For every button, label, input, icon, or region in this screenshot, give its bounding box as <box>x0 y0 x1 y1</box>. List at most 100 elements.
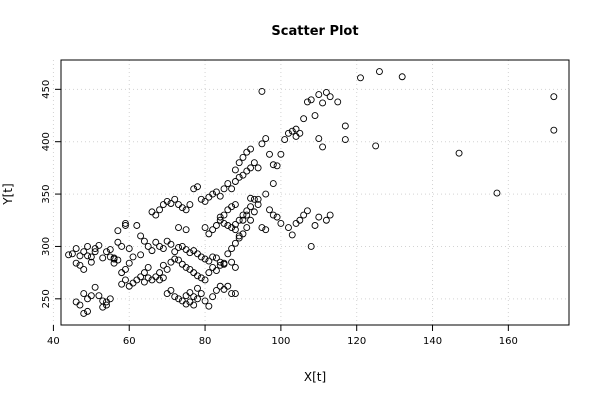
data-point <box>247 203 255 211</box>
data-point <box>175 244 182 251</box>
data-point <box>140 237 148 245</box>
data-point <box>212 286 220 294</box>
data-point <box>315 135 323 143</box>
data-point <box>182 226 190 234</box>
data-point <box>182 300 190 308</box>
data-point <box>84 252 91 260</box>
y-tick-label: 450 <box>41 80 52 99</box>
data-point <box>231 263 239 271</box>
data-point <box>288 127 296 135</box>
data-point <box>269 161 277 169</box>
x-tick-label: 160 <box>499 336 518 347</box>
y-tick-label: 350 <box>41 185 52 204</box>
data-point <box>334 98 342 106</box>
data-point <box>125 259 133 267</box>
data-point <box>182 206 190 214</box>
data-point <box>99 254 107 262</box>
data-point <box>239 216 247 224</box>
data-point <box>220 259 228 267</box>
data-point <box>224 282 232 290</box>
data-point <box>209 226 217 234</box>
data-point <box>163 266 171 273</box>
data-point <box>175 201 182 208</box>
data-point <box>292 125 300 133</box>
data-point <box>228 258 236 266</box>
data-point <box>148 208 156 216</box>
data-point <box>137 273 145 281</box>
data-point <box>72 259 80 267</box>
data-point <box>243 211 251 219</box>
data-point <box>266 206 273 214</box>
data-point <box>125 245 133 252</box>
data-point <box>194 295 201 303</box>
data-point <box>375 68 383 75</box>
data-point <box>319 143 327 151</box>
data-point <box>178 242 186 250</box>
data-point <box>262 135 270 143</box>
data-point <box>103 248 110 256</box>
data-point <box>277 219 285 227</box>
data-point <box>247 194 255 202</box>
data-point <box>186 201 194 208</box>
data-point <box>152 211 160 219</box>
data-point <box>194 250 201 258</box>
data-point <box>243 224 251 232</box>
chart-title: Scatter Plot <box>271 24 358 39</box>
data-point <box>65 251 73 259</box>
data-point <box>121 219 129 227</box>
y-tick-label: 250 <box>41 289 52 308</box>
data-point <box>171 293 179 301</box>
data-point <box>220 219 228 227</box>
data-point <box>114 238 122 246</box>
data-point <box>144 274 152 282</box>
data-point <box>159 261 167 269</box>
data-point <box>258 140 266 148</box>
data-point <box>167 286 175 294</box>
data-point <box>106 295 114 303</box>
data-point <box>455 149 463 157</box>
data-point <box>254 195 262 203</box>
data-point <box>178 260 186 268</box>
data-point <box>220 285 228 293</box>
data-point <box>144 263 152 271</box>
data-point <box>91 248 99 256</box>
data-point <box>247 164 255 172</box>
data-point <box>300 115 308 123</box>
data-point <box>235 159 243 167</box>
data-point <box>212 267 220 274</box>
x-tick-label: 120 <box>347 336 366 347</box>
data-point <box>254 201 262 208</box>
data-point <box>133 276 141 284</box>
data-point <box>171 255 179 263</box>
data-point <box>239 230 247 238</box>
y-tick-label: 300 <box>41 237 52 256</box>
data-point <box>68 250 76 258</box>
data-point <box>106 246 114 254</box>
data-point <box>307 96 315 104</box>
data-point <box>182 292 190 300</box>
data-point <box>167 258 175 266</box>
data-point <box>322 89 330 96</box>
data-point <box>156 242 164 250</box>
data-point <box>80 290 88 298</box>
data-point <box>231 220 239 228</box>
data-point <box>216 261 224 269</box>
data-point <box>292 219 300 227</box>
data-point <box>171 248 179 256</box>
data-point <box>235 173 243 181</box>
data-point <box>296 129 304 137</box>
data-point <box>250 159 258 167</box>
data-point <box>247 216 255 224</box>
data-point <box>292 133 300 140</box>
data-point <box>159 245 167 252</box>
data-point <box>224 222 232 229</box>
data-point <box>228 185 236 193</box>
data-point <box>175 224 182 232</box>
data-point <box>372 142 380 150</box>
data-point <box>144 242 152 250</box>
data-point <box>235 216 243 224</box>
data-point <box>95 292 103 300</box>
data-point <box>212 188 220 196</box>
data-point <box>243 148 251 156</box>
data-point <box>341 122 349 130</box>
